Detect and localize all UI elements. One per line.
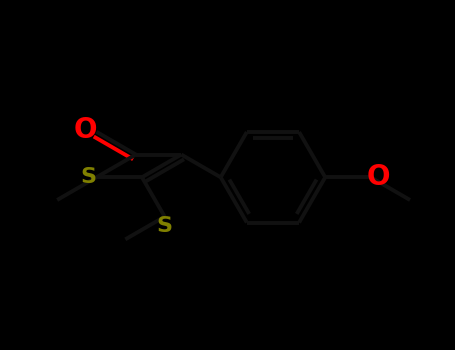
Text: S: S bbox=[157, 216, 173, 236]
Text: O: O bbox=[73, 116, 97, 144]
Text: O: O bbox=[367, 163, 390, 191]
Text: S: S bbox=[81, 167, 96, 187]
